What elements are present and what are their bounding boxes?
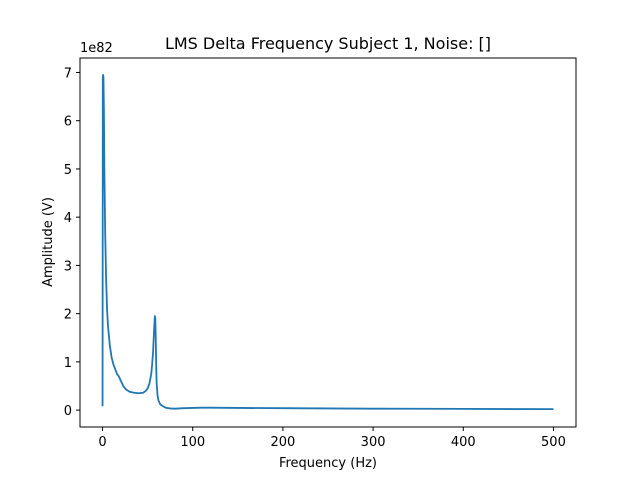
y-scale-factor: 1e82 <box>80 41 113 56</box>
axis-ticks: 0 100 200 300 400 500 0 1 2 3 4 5 6 7 <box>64 66 566 450</box>
x-tick-label: 100 <box>180 435 205 450</box>
y-tick-label: 5 <box>64 163 72 178</box>
x-tick-label: 300 <box>361 435 386 450</box>
y-axis-label: Amplitude (V) <box>41 197 56 287</box>
y-tick-label: 3 <box>64 259 72 274</box>
x-tick-label: 0 <box>98 435 106 450</box>
series-line-0 <box>101 73 554 411</box>
plot-area <box>79 57 577 428</box>
y-tick-label: 2 <box>64 308 72 323</box>
x-tick-label: 400 <box>451 435 476 450</box>
y-tick-label: 4 <box>64 211 72 226</box>
x-tick-label: 500 <box>541 435 566 450</box>
axes-frame <box>79 57 577 428</box>
y-tick-label: 1 <box>64 356 72 371</box>
y-tick-label: 6 <box>64 115 72 130</box>
y-tick-label: 7 <box>64 66 72 81</box>
x-tick-label: 200 <box>270 435 295 450</box>
chart-title: LMS Delta Frequency Subject 1, Noise: [] <box>165 34 491 53</box>
y-tick-label: 0 <box>64 404 72 419</box>
x-axis-label: Frequency (Hz) <box>279 456 377 471</box>
